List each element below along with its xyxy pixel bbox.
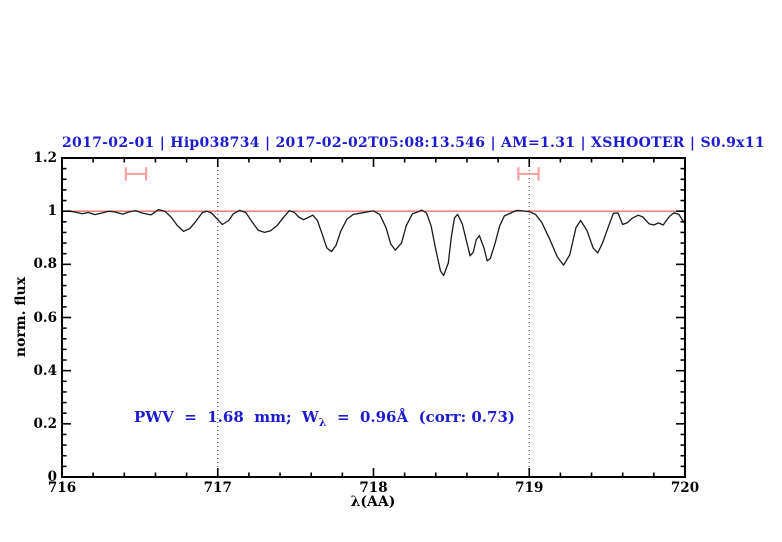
y-tick-label: 0 xyxy=(47,469,57,485)
y-tick-label: 0.8 xyxy=(33,256,58,273)
y-tick-label: 0.2 xyxy=(33,415,58,432)
y-tick-label: 0.6 xyxy=(33,309,58,326)
x-tick-label: 719 xyxy=(515,480,544,496)
y-tick-label: 1 xyxy=(47,203,57,220)
x-tick-label: 716 xyxy=(47,480,77,496)
plot-title: 2017-02-01 | Hip038734 | 2017-02-02T05:0… xyxy=(62,135,765,151)
pwv-lambda-subscript: λ xyxy=(318,416,327,429)
x-tick-label: 720 xyxy=(670,480,700,496)
x-axis-label: λ(AA) xyxy=(350,494,396,510)
spectrum-line xyxy=(62,208,686,277)
plot-frame xyxy=(61,157,686,478)
pwv-annotation: PWV = 1.68 mm; Wλ = 0.96Å (corr: 0.73) xyxy=(134,408,515,429)
y-tick-label: 0.4 xyxy=(33,362,58,379)
pwv-value-text: = 0.96Å (corr: 0.73) xyxy=(326,408,516,426)
x-tick-label: 717 xyxy=(203,480,232,496)
y-tick-label: 1.2 xyxy=(33,150,58,166)
x-tick-label: 718 xyxy=(359,480,388,496)
pwv-text: PWV = 1.68 mm; W xyxy=(134,408,319,426)
